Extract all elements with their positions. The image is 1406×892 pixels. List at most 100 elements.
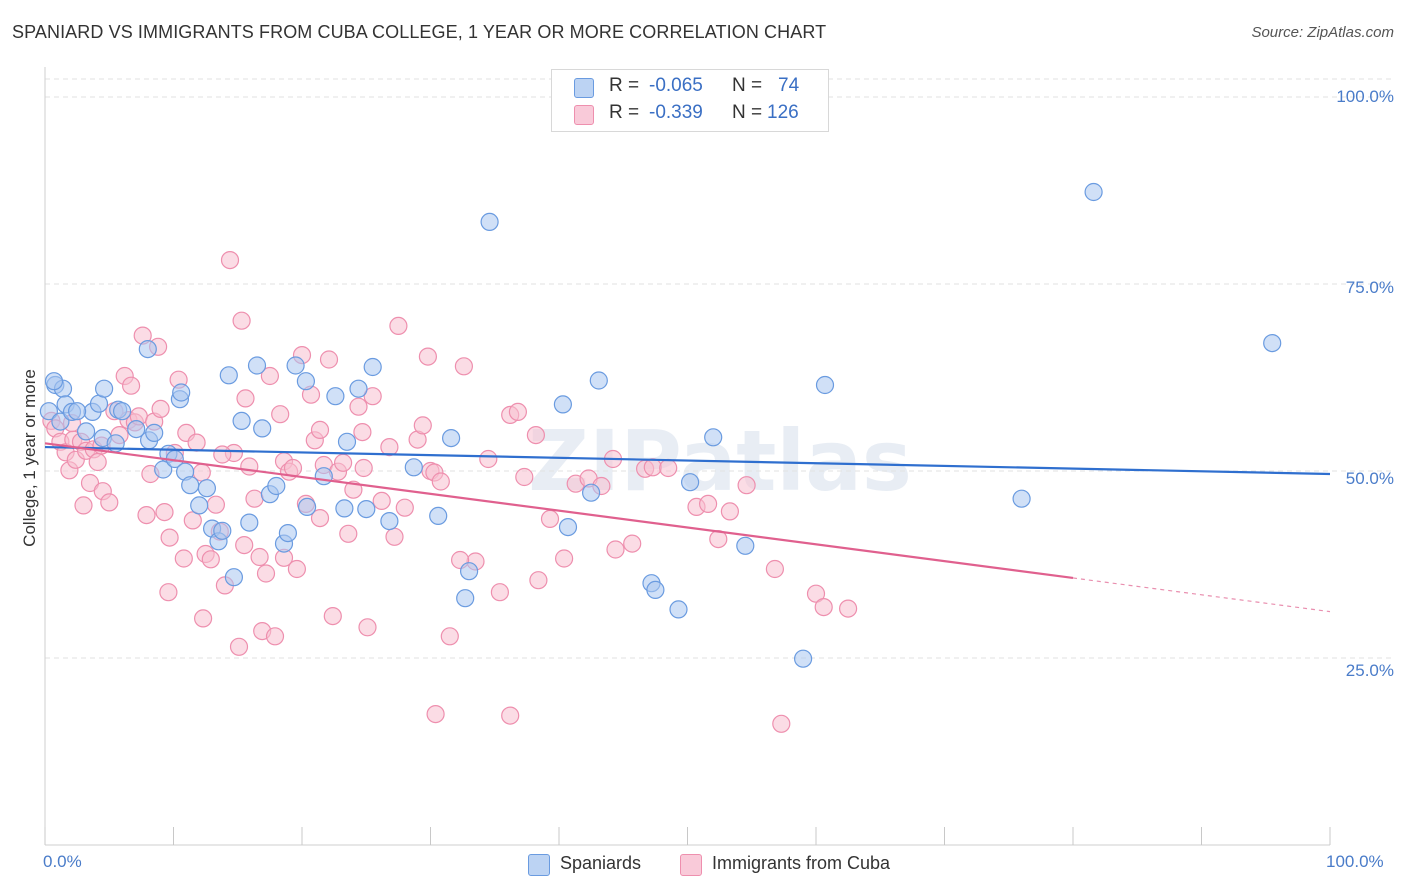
cuba-point [334,453,353,472]
cuba-point [737,476,756,495]
n-value: 126 [767,102,799,123]
cuba-point [74,496,93,515]
cuba-point [515,467,534,487]
spaniard-point [240,513,259,532]
chart-title: SPANIARD VS IMMIGRANTS FROM CUBA COLLEGE… [12,22,827,42]
cuba-point [80,473,100,493]
spaniard-point [44,372,64,391]
spaniard-point [232,411,251,430]
cuba-point [440,627,459,646]
cuba-point [372,491,391,510]
spaniard-point [1263,334,1282,353]
x-tick-label: 0.0% [43,852,82,871]
cuba-point [256,564,276,583]
spaniard-point [793,649,813,668]
cuba-point [554,549,574,568]
spaniard-point [581,483,601,502]
r-label: R = [609,75,640,96]
cuba-point [236,389,255,408]
cuba-point [245,489,264,508]
cuba-point [838,599,858,618]
spaniard-point [51,412,70,431]
cuba-point [159,583,178,602]
spaniard-point [219,366,238,385]
cuba-point [353,423,372,442]
spaniard-point [558,517,578,537]
cuba-point [271,405,290,424]
cuba-point [431,472,450,491]
spaniards-legend-label: Spaniards [560,853,642,873]
cuba-trend-line [44,442,1074,580]
n-label: N = [732,102,763,123]
cuba-point [88,452,107,472]
spaniard-point [127,420,146,439]
spaniards-swatch [574,78,594,98]
spaniard-point [337,432,357,451]
spaniard-point [76,422,96,441]
cuba-point [183,511,202,530]
cuba-point [426,704,445,724]
cuba-point [413,416,432,435]
cuba-point [380,438,399,457]
legend-row-spaniards: R = -0.065 N = 74 [552,74,828,100]
cuba-point [806,584,826,603]
cuba-point [529,571,548,590]
legend-item-cuba: Immigrants from Cuba [680,852,920,876]
cuba-point [213,445,232,464]
cuba-point [339,524,358,543]
spaniard-point [181,476,200,495]
spaniard-point [335,499,354,518]
cuba-point [151,399,170,418]
spaniard-point [190,496,209,515]
y-tick-label: 75.0% [1345,278,1394,297]
cuba-point [100,493,119,512]
spaniard-point [314,467,333,486]
spaniard-point [442,429,461,448]
cuba-legend-label: Immigrants from Cuba [712,853,891,873]
cuba-point [623,534,642,553]
x-tick-label: 100.0% [1326,852,1384,871]
cuba-point [155,502,174,522]
cuba-point [389,316,408,335]
spaniard-point [296,372,315,391]
spaniard-point [39,402,59,421]
spaniard-point [589,371,608,390]
cuba-point [240,457,259,476]
cuba-point [454,357,473,376]
cuba-point [323,606,342,626]
cuba-point [385,527,404,546]
cuba-point [260,366,279,386]
cuba-point [250,547,269,567]
spaniard-point [704,428,723,447]
cuba-point [765,559,785,579]
cuba-point [206,495,225,514]
cuba-point [606,540,625,559]
cuba-point [501,706,520,725]
y-tick-label: 100.0% [1336,87,1394,106]
cuba-point [187,433,206,452]
spaniard-point [213,521,232,540]
n-label: N = [732,75,763,96]
cuba-point [287,559,306,579]
spaniard-point [286,356,305,375]
cuba-point [160,528,179,547]
spaniard-point [267,476,286,496]
cuba-point [232,311,251,330]
spaniard-point [669,600,688,619]
spaniard-point [197,479,216,498]
cuba-point [354,458,373,478]
cuba-point [174,549,193,568]
cuba-point [508,402,528,421]
r-value: -0.339 [649,102,703,123]
spaniard-point [460,562,479,581]
r-label: R = [609,102,640,123]
spaniard-point [363,357,382,377]
cuba-swatch [574,105,594,125]
spaniard-point [1084,182,1103,202]
spaniard-point [67,402,87,421]
spaniard-point [736,536,755,555]
spaniard-point [1012,489,1031,508]
cuba-point [310,508,330,528]
cuba-point [490,583,509,602]
